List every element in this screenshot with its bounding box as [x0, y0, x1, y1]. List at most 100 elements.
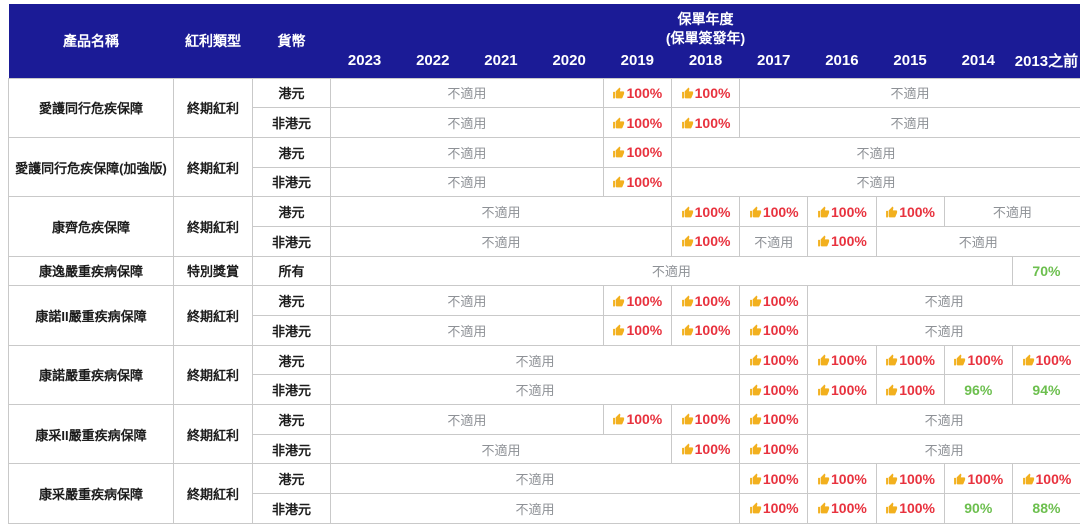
na-cell: 不適用 — [330, 255, 1013, 287]
thumb-up-icon — [954, 354, 966, 366]
year-col-header: 2017 — [739, 50, 808, 78]
na-cell: 不適用 — [330, 196, 672, 227]
thumb-up-icon — [613, 146, 625, 158]
year-col-header: 2013之前 — [1012, 50, 1080, 78]
na-cell: 不適用 — [329, 493, 741, 524]
ratio-value: 100% — [694, 411, 731, 428]
na-cell: 不適用 — [330, 315, 604, 346]
product-name-cell: 康諾II嚴重疾病保障 — [8, 285, 174, 346]
thumb-up-icon — [749, 295, 762, 307]
na-cell: 不適用 — [739, 225, 809, 257]
ratio-cell-fulfilled: 100% — [739, 404, 809, 435]
ratio-cell-fulfilled: 100% — [602, 404, 672, 435]
currency-cell: 非港元 — [252, 433, 331, 465]
table-row: 康采II嚴重疾病保障 終期紅利 港元 不適用 100% 100% 100% 不適用 — [8, 404, 1080, 465]
thumb-up-icon — [818, 235, 830, 247]
table-row: 康齊危疾保障 終期紅利 港元 不適用 100% 100% 100% 100% 不適用 — [8, 196, 1080, 257]
thumb-up-icon — [613, 413, 625, 425]
ratio-cell-fulfilled: 100% — [602, 315, 672, 346]
ratio-cell-fulfilled: 100% — [807, 374, 877, 406]
na-cell: 不適用 — [330, 77, 604, 109]
ratio-value: 100% — [626, 292, 663, 309]
ratio-cell-fulfilled: 100% — [670, 107, 741, 138]
ratio-cell-fulfilled: 100% — [602, 77, 672, 109]
ratio-cell-fulfilled: 100% — [670, 196, 741, 227]
table-row: 非港元 不適用 100% 不適用 100% 不適用 — [9, 225, 1080, 257]
currency-cell: 港元 — [252, 77, 331, 109]
ratio-cell-fulfilled: 100% — [602, 285, 672, 316]
ratio-value: 100% — [762, 292, 799, 309]
table-row: 非港元 不適用 100% 100% 不適用 — [9, 107, 1080, 138]
thumb-up-icon — [886, 473, 898, 485]
fulfillment-ratio-table: 產品名稱 紅利類型 貨幣 保單年度 (保單簽發年) 2023 2022 2021… — [8, 4, 1080, 524]
col-header-bonus-type: 紅利類型 — [173, 4, 253, 78]
table-row: 康采嚴重疾病保障 終期紅利 港元 不適用 100% 100% 100% 100% 100% — [8, 463, 1080, 524]
year-col-header: 2019 — [603, 50, 672, 78]
ratio-value: 100% — [899, 470, 935, 487]
ratio-cell-percent: 96% — [943, 374, 1013, 406]
ratio-value: 100% — [626, 84, 663, 101]
table-row: 康逸嚴重疾病保障 特別獎賞 所有 不適用 70% — [8, 255, 1080, 287]
ratio-value: 100% — [831, 381, 867, 398]
thumb-up-icon — [749, 473, 762, 485]
currency-cell: 港元 — [252, 196, 331, 227]
thumb-up-icon — [749, 384, 762, 396]
table-row: 非港元 不適用 100% 100% 100% 90% 88% — [9, 493, 1080, 524]
product-name-cell: 康齊危疾保障 — [8, 196, 174, 257]
na-cell: 不適用 — [329, 463, 741, 495]
ratio-cell-fulfilled: 100% — [739, 463, 809, 495]
bonus-type-cell: 終期紅利 — [173, 285, 253, 346]
thumb-up-icon — [749, 413, 762, 425]
ratio-cell-percent: 88% — [1011, 493, 1080, 524]
thumb-up-icon — [1022, 473, 1034, 485]
ratio-value: 100% — [1035, 470, 1072, 487]
thumb-up-icon — [954, 473, 966, 485]
table-row: 非港元 不適用 100% 100% 不適用 — [9, 433, 1080, 465]
na-cell: 不適用 — [330, 107, 604, 138]
ratio-cell-fulfilled: 100% — [875, 374, 945, 406]
ratio-value: 100% — [694, 322, 731, 339]
thumb-up-icon — [681, 206, 693, 217]
ratio-cell-fulfilled: 100% — [875, 463, 945, 495]
thumb-up-icon — [681, 87, 693, 99]
ratio-value: 100% — [626, 114, 663, 131]
ratio-value: 100% — [899, 203, 935, 220]
ratio-cell-fulfilled: 100% — [739, 374, 809, 406]
thumb-up-icon — [681, 324, 693, 336]
ratio-value: 100% — [831, 233, 867, 250]
thumb-up-icon — [681, 117, 693, 128]
table-row: 愛護同行危疾保障(加強版) 終期紅利 港元 不適用 100% 不適用 — [8, 136, 1080, 198]
product-name-cell: 康采嚴重疾病保障 — [8, 463, 174, 524]
bonus-type-cell: 終期紅利 — [173, 77, 253, 138]
thumb-up-icon — [613, 176, 625, 188]
na-cell: 不適用 — [807, 433, 1080, 465]
table-row: 非港元 不適用 100% 不適用 — [9, 166, 1080, 198]
currency-cell: 港元 — [252, 136, 331, 168]
ratio-value: 100% — [694, 292, 731, 309]
ratio-value: 100% — [899, 352, 935, 369]
thumb-up-icon — [681, 443, 693, 455]
table-row: 康諾II嚴重疾病保障 終期紅利 港元 不適用 100% 100% 100% 不適用 — [8, 285, 1080, 346]
na-cell: 不適用 — [807, 315, 1080, 346]
ratio-value: 100% — [967, 352, 1004, 369]
ratio-value: 100% — [831, 470, 867, 487]
ratio-value: 100% — [762, 381, 799, 398]
product-name-cell: 康逸嚴重疾病保障 — [8, 255, 174, 287]
ratio-value: 100% — [762, 203, 799, 220]
thumb-up-icon — [681, 413, 693, 425]
ratio-cell-fulfilled: 100% — [670, 433, 741, 465]
table-row: 非港元 不適用 100% 100% 100% 不適用 — [9, 315, 1080, 346]
bonus-type-cell: 終期紅利 — [173, 404, 253, 465]
na-cell: 不適用 — [875, 225, 1080, 257]
na-cell: 不適用 — [329, 344, 741, 376]
col-header-currency: 貨幣 — [252, 4, 331, 78]
currency-cell: 非港元 — [252, 107, 331, 138]
ratio-cell-fulfilled: 100% — [670, 77, 741, 109]
ratio-cell-fulfilled: 100% — [670, 225, 741, 257]
ratio-value: 100% — [762, 441, 799, 458]
thumb-up-icon — [613, 87, 625, 99]
thumb-up-icon — [613, 295, 625, 307]
na-cell: 不適用 — [739, 77, 1080, 109]
table-row: 非港元 不適用 100% 100% 100% 96% 94% — [9, 374, 1080, 406]
ratio-cell-fulfilled: 100% — [875, 344, 945, 376]
